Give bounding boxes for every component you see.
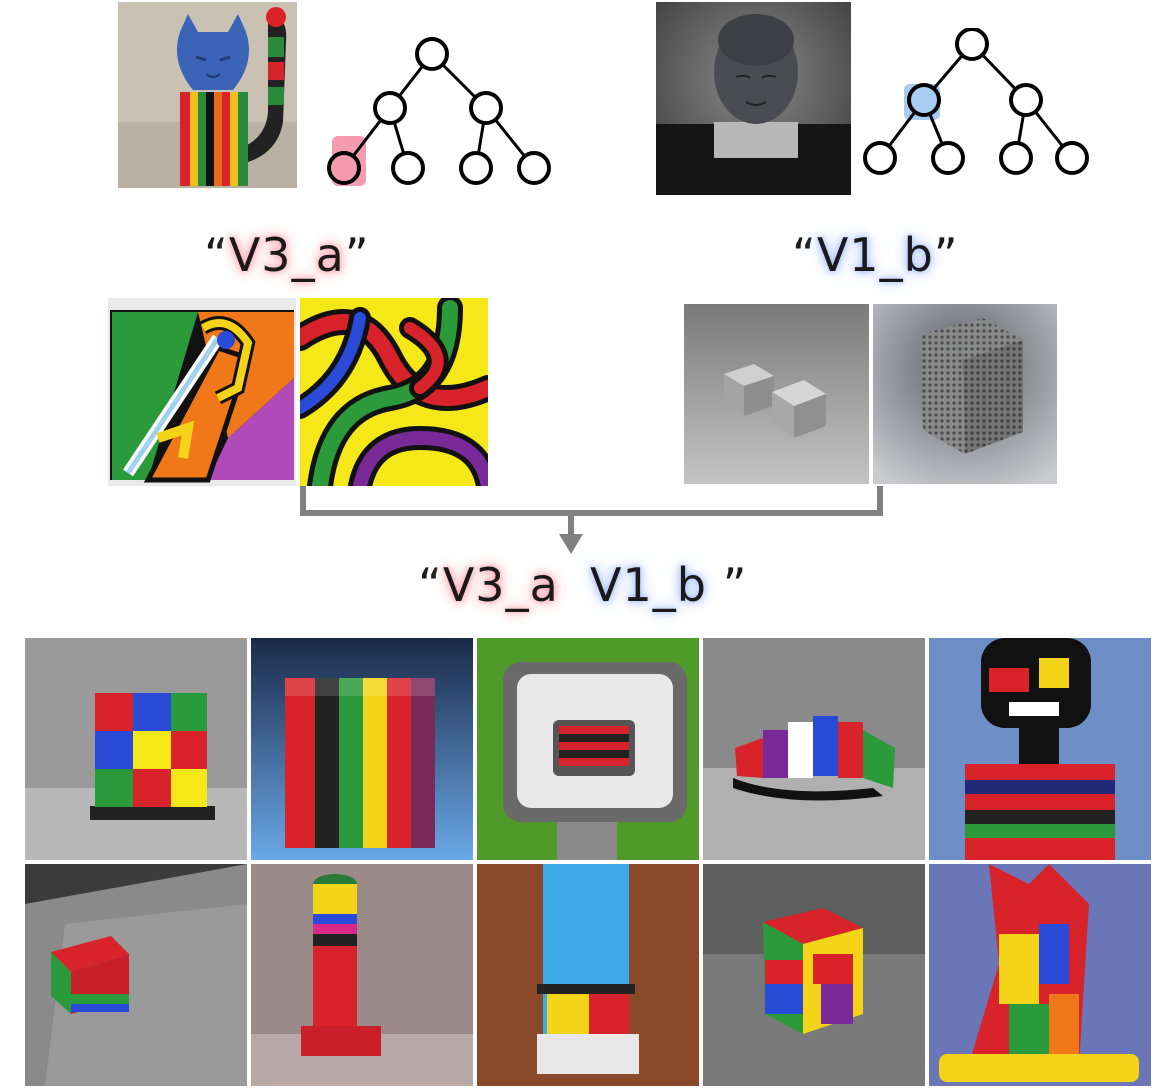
output-1-1 [25, 638, 247, 860]
output-2-4 [703, 864, 925, 1086]
output-1-2 [251, 638, 473, 860]
combine-arrow [300, 486, 883, 554]
token-label-v3a: “V3_a” [204, 228, 370, 282]
close-quote: ” [933, 228, 959, 282]
open-quote: “ [204, 228, 229, 282]
v3a-sample-1 [108, 298, 296, 486]
output-2-2 [251, 864, 473, 1086]
arrow-head [559, 534, 583, 554]
close-quote: ” [722, 558, 748, 612]
open-quote: “ [792, 228, 817, 282]
token-v1b: V1_b [590, 558, 707, 612]
output-1-3 [477, 638, 699, 860]
token-v3a: V3_a [442, 558, 559, 612]
output-2-5 [929, 864, 1151, 1086]
v3a-sample-2 [300, 298, 488, 486]
tree-diagram-right [863, 28, 1089, 175]
v1b-sample-1 [684, 304, 869, 484]
token-v3a: V3_a [228, 228, 345, 282]
token-v1b: V1_b [816, 228, 934, 282]
output-1-4 [703, 638, 925, 860]
output-2-3 [477, 864, 699, 1086]
buddha-bust-image [656, 2, 851, 195]
tree-diagram-left [327, 37, 551, 186]
v1b-sample-2 [873, 304, 1057, 484]
output-1-5 [929, 638, 1151, 860]
token-label-v1b: “V1_b” [792, 228, 959, 282]
open-quote: “ [418, 558, 443, 612]
cat-figurine-image [118, 2, 297, 188]
close-quote: ” [344, 228, 370, 282]
token-label-combined: “V3_a V1_b ” [418, 558, 747, 612]
output-2-1 [25, 864, 247, 1086]
